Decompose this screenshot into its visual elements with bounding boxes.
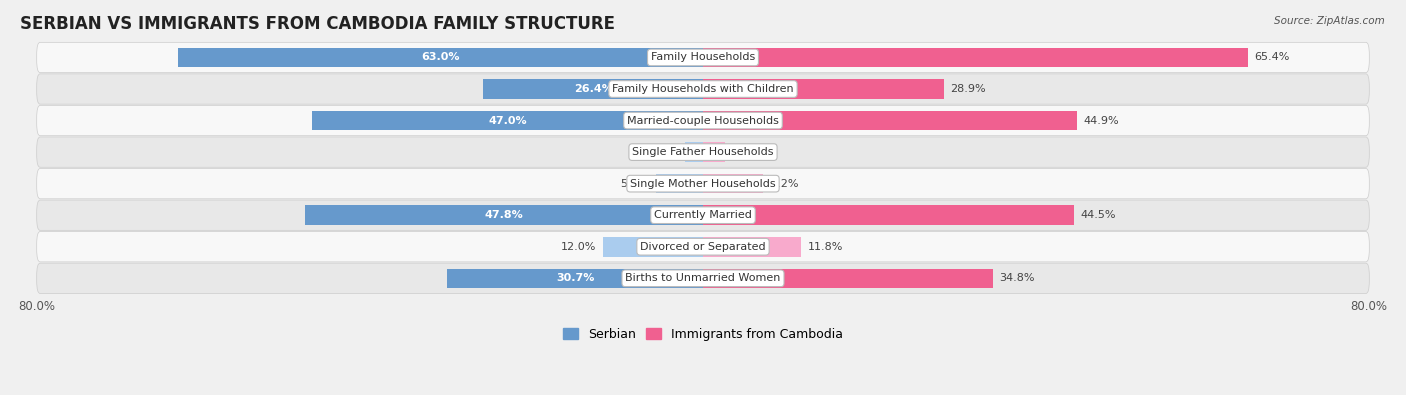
Text: Family Households: Family Households <box>651 53 755 62</box>
Text: 12.0%: 12.0% <box>561 242 596 252</box>
FancyBboxPatch shape <box>37 42 1369 73</box>
Text: Family Households with Children: Family Households with Children <box>612 84 794 94</box>
Text: Births to Unmarried Women: Births to Unmarried Women <box>626 273 780 283</box>
Bar <box>685 142 703 162</box>
Text: 47.8%: 47.8% <box>485 210 523 220</box>
Bar <box>703 79 943 99</box>
Legend: Serbian, Immigrants from Cambodia: Serbian, Immigrants from Cambodia <box>558 323 848 346</box>
Bar <box>703 269 993 288</box>
Text: 2.7%: 2.7% <box>733 147 761 157</box>
Text: 47.0%: 47.0% <box>488 116 527 126</box>
Bar <box>603 237 703 256</box>
Text: 7.2%: 7.2% <box>769 179 799 189</box>
FancyBboxPatch shape <box>37 200 1369 230</box>
FancyBboxPatch shape <box>37 169 1369 199</box>
Bar <box>703 237 801 256</box>
Text: Single Father Households: Single Father Households <box>633 147 773 157</box>
Bar <box>703 111 1077 130</box>
Text: 2.2%: 2.2% <box>650 147 678 157</box>
Bar <box>312 111 703 130</box>
FancyBboxPatch shape <box>37 231 1369 262</box>
Bar <box>447 269 703 288</box>
Text: 5.7%: 5.7% <box>620 179 650 189</box>
Text: 34.8%: 34.8% <box>1000 273 1035 283</box>
Bar <box>703 48 1247 67</box>
Text: 44.9%: 44.9% <box>1084 116 1119 126</box>
Text: 26.4%: 26.4% <box>574 84 613 94</box>
Bar <box>305 205 703 225</box>
Text: Currently Married: Currently Married <box>654 210 752 220</box>
Text: 30.7%: 30.7% <box>555 273 595 283</box>
Text: 28.9%: 28.9% <box>950 84 986 94</box>
Text: Single Mother Households: Single Mother Households <box>630 179 776 189</box>
FancyBboxPatch shape <box>37 74 1369 104</box>
Text: Divorced or Separated: Divorced or Separated <box>640 242 766 252</box>
Bar <box>179 48 703 67</box>
Bar <box>484 79 703 99</box>
Text: 44.5%: 44.5% <box>1080 210 1116 220</box>
Text: SERBIAN VS IMMIGRANTS FROM CAMBODIA FAMILY STRUCTURE: SERBIAN VS IMMIGRANTS FROM CAMBODIA FAMI… <box>20 15 616 33</box>
Text: Married-couple Households: Married-couple Households <box>627 116 779 126</box>
Bar <box>703 142 725 162</box>
Text: 63.0%: 63.0% <box>422 53 460 62</box>
Bar <box>703 174 763 194</box>
FancyBboxPatch shape <box>37 263 1369 293</box>
Text: Source: ZipAtlas.com: Source: ZipAtlas.com <box>1274 16 1385 26</box>
FancyBboxPatch shape <box>37 137 1369 167</box>
FancyBboxPatch shape <box>37 105 1369 136</box>
Bar <box>655 174 703 194</box>
Bar <box>703 205 1074 225</box>
Text: 11.8%: 11.8% <box>808 242 844 252</box>
Text: 65.4%: 65.4% <box>1254 53 1289 62</box>
